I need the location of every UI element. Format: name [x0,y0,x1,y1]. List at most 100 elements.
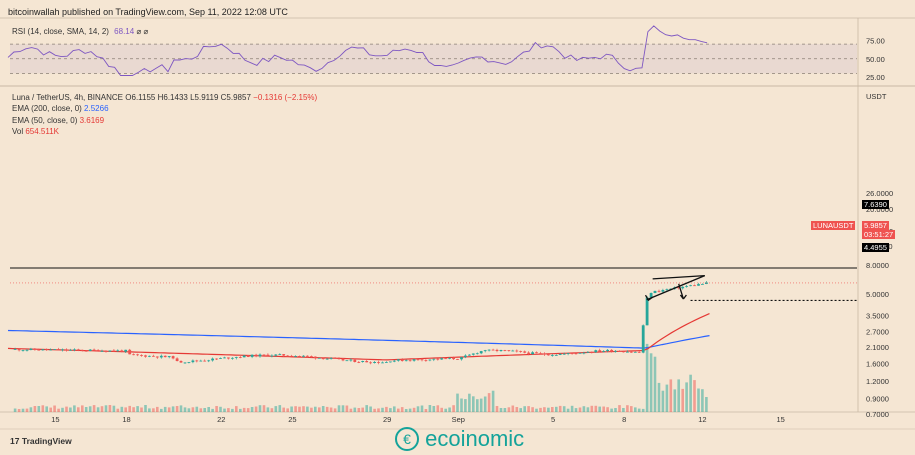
ema50-row[interactable]: EMA (50, close, 0) 3.6169 [12,115,317,126]
rsi-extra: ⌀ ⌀ [136,27,149,36]
volume-bar [693,380,696,412]
candle-body [266,354,270,357]
time-tick-label: 25 [288,415,296,424]
candle-body [207,360,211,362]
volume-bar [622,408,625,412]
symbol-label[interactable]: Luna / TetherUS, 4h, BINANCE [12,93,124,102]
candle-body [53,349,56,350]
candle-body [677,287,681,289]
candle-body [92,349,96,351]
candle-body [515,350,519,352]
volume-bar [404,409,408,412]
time-tick-label: 5 [551,415,555,424]
candle-body [159,355,163,358]
volume-bar [468,393,471,412]
volume-bar [219,406,222,412]
candle-body [211,358,214,361]
volume-bar [144,405,147,412]
volume-bar [408,408,412,412]
volume-bar [290,406,293,412]
volume-bar [598,406,601,412]
volume-bar [590,405,594,412]
vol-row[interactable]: Vol 654.511K [12,126,317,137]
candle-body [629,351,633,353]
candle-body [294,356,297,357]
rsi-tick-label: 50.00 [866,55,885,64]
candle-body [420,359,424,361]
candle-body [578,352,582,354]
volume-bar [45,406,48,412]
candle-body [641,325,645,353]
candle-body [73,349,76,351]
volume-bar [539,407,542,412]
candle-body [49,349,53,351]
rsi-label: RSI (14, close, SMA, 14, 2) [12,27,109,36]
candle-body [179,361,183,363]
symbol-tag: LUNAUSDT [811,221,856,230]
candle-body [381,362,384,364]
candle-body [649,293,653,298]
volume-bar [73,405,76,412]
volume-bar [250,407,254,412]
candle-body [547,354,550,356]
candle-body [250,354,254,357]
candle-body [503,350,507,351]
candle-body [199,360,203,362]
volume-bar [128,405,131,412]
candle-body [361,361,365,362]
volume-bar [239,408,242,412]
volume-bar [286,408,289,412]
candle-body [448,357,451,359]
candle-body [602,351,606,352]
candle-body [144,355,147,357]
candle-body [499,350,503,351]
price-tick-label: 0.7000 [866,410,889,419]
volume-bar [661,390,665,412]
candle-body [610,349,613,352]
volume-bar [483,396,487,412]
candle-body [404,360,408,362]
rsi-line [7,25,708,76]
volume-bar [314,406,317,412]
time-tick-label: 15 [51,415,59,424]
volume-bar [132,407,135,412]
candle-body [645,297,649,326]
volume-bar [558,405,562,412]
rsi-band [10,44,857,74]
volume-bar [424,409,428,412]
candle-body [487,349,491,351]
candle-body [124,349,128,352]
candle-body [349,359,353,361]
volume-bar [33,406,37,412]
volume-bar [677,379,680,412]
candle-body [693,285,696,287]
volume-bar [705,397,708,412]
volume-bar [519,408,522,412]
tradingview-logo[interactable]: 17 TradingView [10,436,72,446]
volume-bar [365,405,368,412]
candle-body [258,354,262,357]
candle-body [278,354,282,355]
ema200-row[interactable]: EMA (200, close, 0) 2.5266 [12,103,317,114]
candle-body [353,359,357,362]
volume-bar [653,356,657,412]
volume-bar [665,384,669,412]
volume-bar [476,399,479,412]
volume-bar [120,406,124,412]
candle-body [325,358,329,360]
candle-body [440,358,444,360]
volume-bar [645,343,649,412]
volume-bar [507,407,511,412]
volume-bar [298,406,301,412]
volume-bar [333,408,337,412]
candle-body [152,355,155,357]
candle-body [685,286,688,287]
candle-body [468,354,471,356]
volume-bar [547,407,550,412]
volume-bar [377,408,380,412]
volume-bar [669,379,673,412]
candle-body [519,351,523,352]
volume-bar [65,406,68,412]
candle-body [369,362,372,364]
